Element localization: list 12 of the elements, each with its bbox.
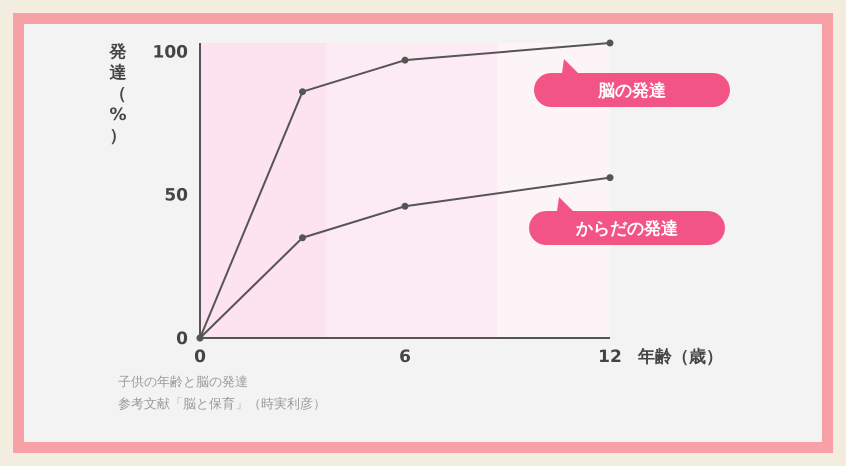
x-axis-title: 年齢（歳） [637,347,723,367]
y-axis-title: 発達（%） [108,42,127,146]
y-tick-label: 50 [164,186,188,206]
text: からだの発達 [575,218,678,239]
text: 脳の発達 [597,80,666,101]
x-tick-label: 0 [194,347,206,367]
y-tick-label: 100 [152,42,188,63]
text: 参考文献「脳と保育」（時実利彦） [118,396,326,412]
text: 子供の年齢と脳の発達 [118,375,248,390]
x-tick-label: 6 [399,347,411,367]
x-tick-label: 12 [598,347,622,367]
y-tick-label: 0 [176,328,188,349]
